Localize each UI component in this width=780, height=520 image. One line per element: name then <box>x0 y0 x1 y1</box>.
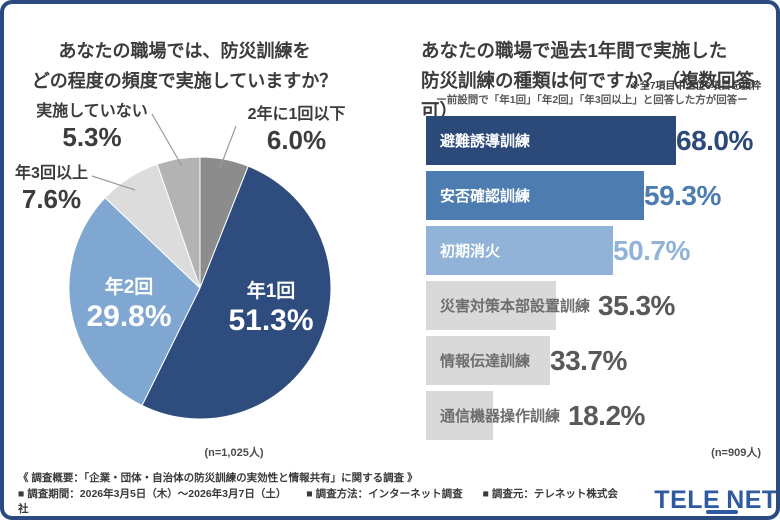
bar-value-label: 33.7% <box>550 344 627 376</box>
pie-label-name: 年1回 <box>246 281 296 302</box>
pie-sample-size: (n=1,025人) <box>204 447 264 459</box>
pie-callout-line-3 <box>91 175 136 191</box>
bar-row-3: 災害対策本部設置訓練 35.3% <box>426 281 776 330</box>
survey-overview: 《 調査概要：「企業・団体・自治体の防災訓練の実効性と情報共有」に関する調査 》 <box>18 472 418 484</box>
pie-label-1: 年1回 51.3% <box>206 280 336 338</box>
survey-detail-item: ■ 調査元：テレネット株式会社 <box>18 487 618 516</box>
bar-category-label: 情報伝達訓練 <box>440 353 531 370</box>
bar-row-0: 避難誘導訓練 68.0% <box>426 116 776 165</box>
pie-label-2: 年2回 29.8% <box>64 276 194 334</box>
bar-fill <box>426 336 550 385</box>
pie-label-value: 6.0% <box>266 125 327 155</box>
bar-chart-note: ※全7項目中上位6項目を抜粋 <box>630 81 761 92</box>
bar-value-label: 50.7% <box>613 234 690 266</box>
pie-label-name: 年2回 <box>104 277 154 298</box>
pie-label-4: 実施していない 5.3% <box>22 102 162 152</box>
bar-fill <box>426 171 644 220</box>
logo-text-right: NET <box>726 485 778 514</box>
pie-label-3: 年3回以上 7.6% <box>4 164 99 214</box>
bar-category-label: 初期消火 <box>440 243 501 260</box>
bar-category-label: 通信機器操作訓練 <box>440 408 561 425</box>
logo-underline-icon <box>706 510 739 514</box>
bar-category-label: 災害対策本部設置訓練 <box>440 298 591 315</box>
bar-value-label: 18.2% <box>568 399 645 431</box>
pie-label-name: 2年に1回以下 <box>247 106 346 123</box>
bar-value-label: 59.3% <box>644 179 721 211</box>
survey-detail-item: ■ 調査方法：インターネット調査 <box>306 487 463 500</box>
bar-value-label: 35.3% <box>598 289 675 321</box>
pie-label-name: 実施していない <box>36 103 148 120</box>
pie-title-line1: あなたの職場では、防災訓練を <box>58 40 311 61</box>
bar-row-5: 通信機器操作訓練 18.2% <box>426 391 776 440</box>
survey-detail-item: ■ 調査期間：2026年3月5日（木）～2026年3月7日（土） <box>18 487 287 500</box>
bar-row-4: 情報伝達訓練 33.7% <box>426 336 776 385</box>
bar-row-1: 安否確認訓練 59.3% <box>426 171 776 220</box>
pie-slice-1 <box>141 165 332 420</box>
telenet-logo: TELE NET <box>652 485 778 515</box>
bar-fill <box>426 116 676 165</box>
bar-fill <box>426 391 493 440</box>
bar-category-label: 安否確認訓練 <box>440 188 531 205</box>
pie-label-value: 51.3% <box>228 304 314 337</box>
bar-chart-subtitle: ー前設問で「年1回」「年2回」「年3回以上」と回答した方が回答ー <box>436 94 748 106</box>
pie-chart-title: あなたの職場では、防災訓練をどの程度の頻度で実施していますか？ <box>12 36 357 96</box>
pie-callout-line-0 <box>219 125 237 169</box>
bar-fill <box>426 281 556 330</box>
pie-title-line2: どの程度の頻度で実施していますか？ <box>31 70 338 91</box>
survey-detail-row-0: ■ 調査期間：2026年3月5日（木）～2026年3月7日（土） ■ 調査方法：イ… <box>18 487 643 517</box>
bar-sample-size: (n=909人) <box>711 447 761 459</box>
bar-row-2: 初期消火 50.7% <box>426 226 776 275</box>
pie-slice-2 <box>68 197 201 407</box>
bar-chart: 避難誘導訓練 68.0% 安否確認訓練 59.3% 初期消火 50.7% 災害対策本部設置訓… <box>426 116 776 446</box>
survey-footer: 《 調査概要：「企業・団体・自治体の防災訓練の実効性と情報共有」に関する調査 》… <box>18 471 643 517</box>
bar-value-label: 68.0% <box>676 124 753 156</box>
bar-title-line1: あなたの職場で過去1年間で実施した <box>421 40 728 62</box>
pie-label-name: 年3回以上 <box>15 165 88 182</box>
pie-callout-line-4 <box>151 113 183 167</box>
bar-category-label: 避難誘導訓練 <box>440 133 531 150</box>
pie-label-value: 7.6% <box>21 184 82 214</box>
logo-text-left: TELE <box>654 485 721 514</box>
bar-fill <box>426 226 613 275</box>
pie-label-value: 5.3% <box>62 122 122 152</box>
survey-details: ■ 調査期間：2026年3月5日（木）～2026年3月7日（土） ■ 調査方法：イ… <box>18 487 643 517</box>
pie-label-0: 2年に1回以下 6.0% <box>234 105 359 155</box>
pie-label-value: 29.8% <box>86 300 172 333</box>
pie-chart <box>68 113 332 420</box>
